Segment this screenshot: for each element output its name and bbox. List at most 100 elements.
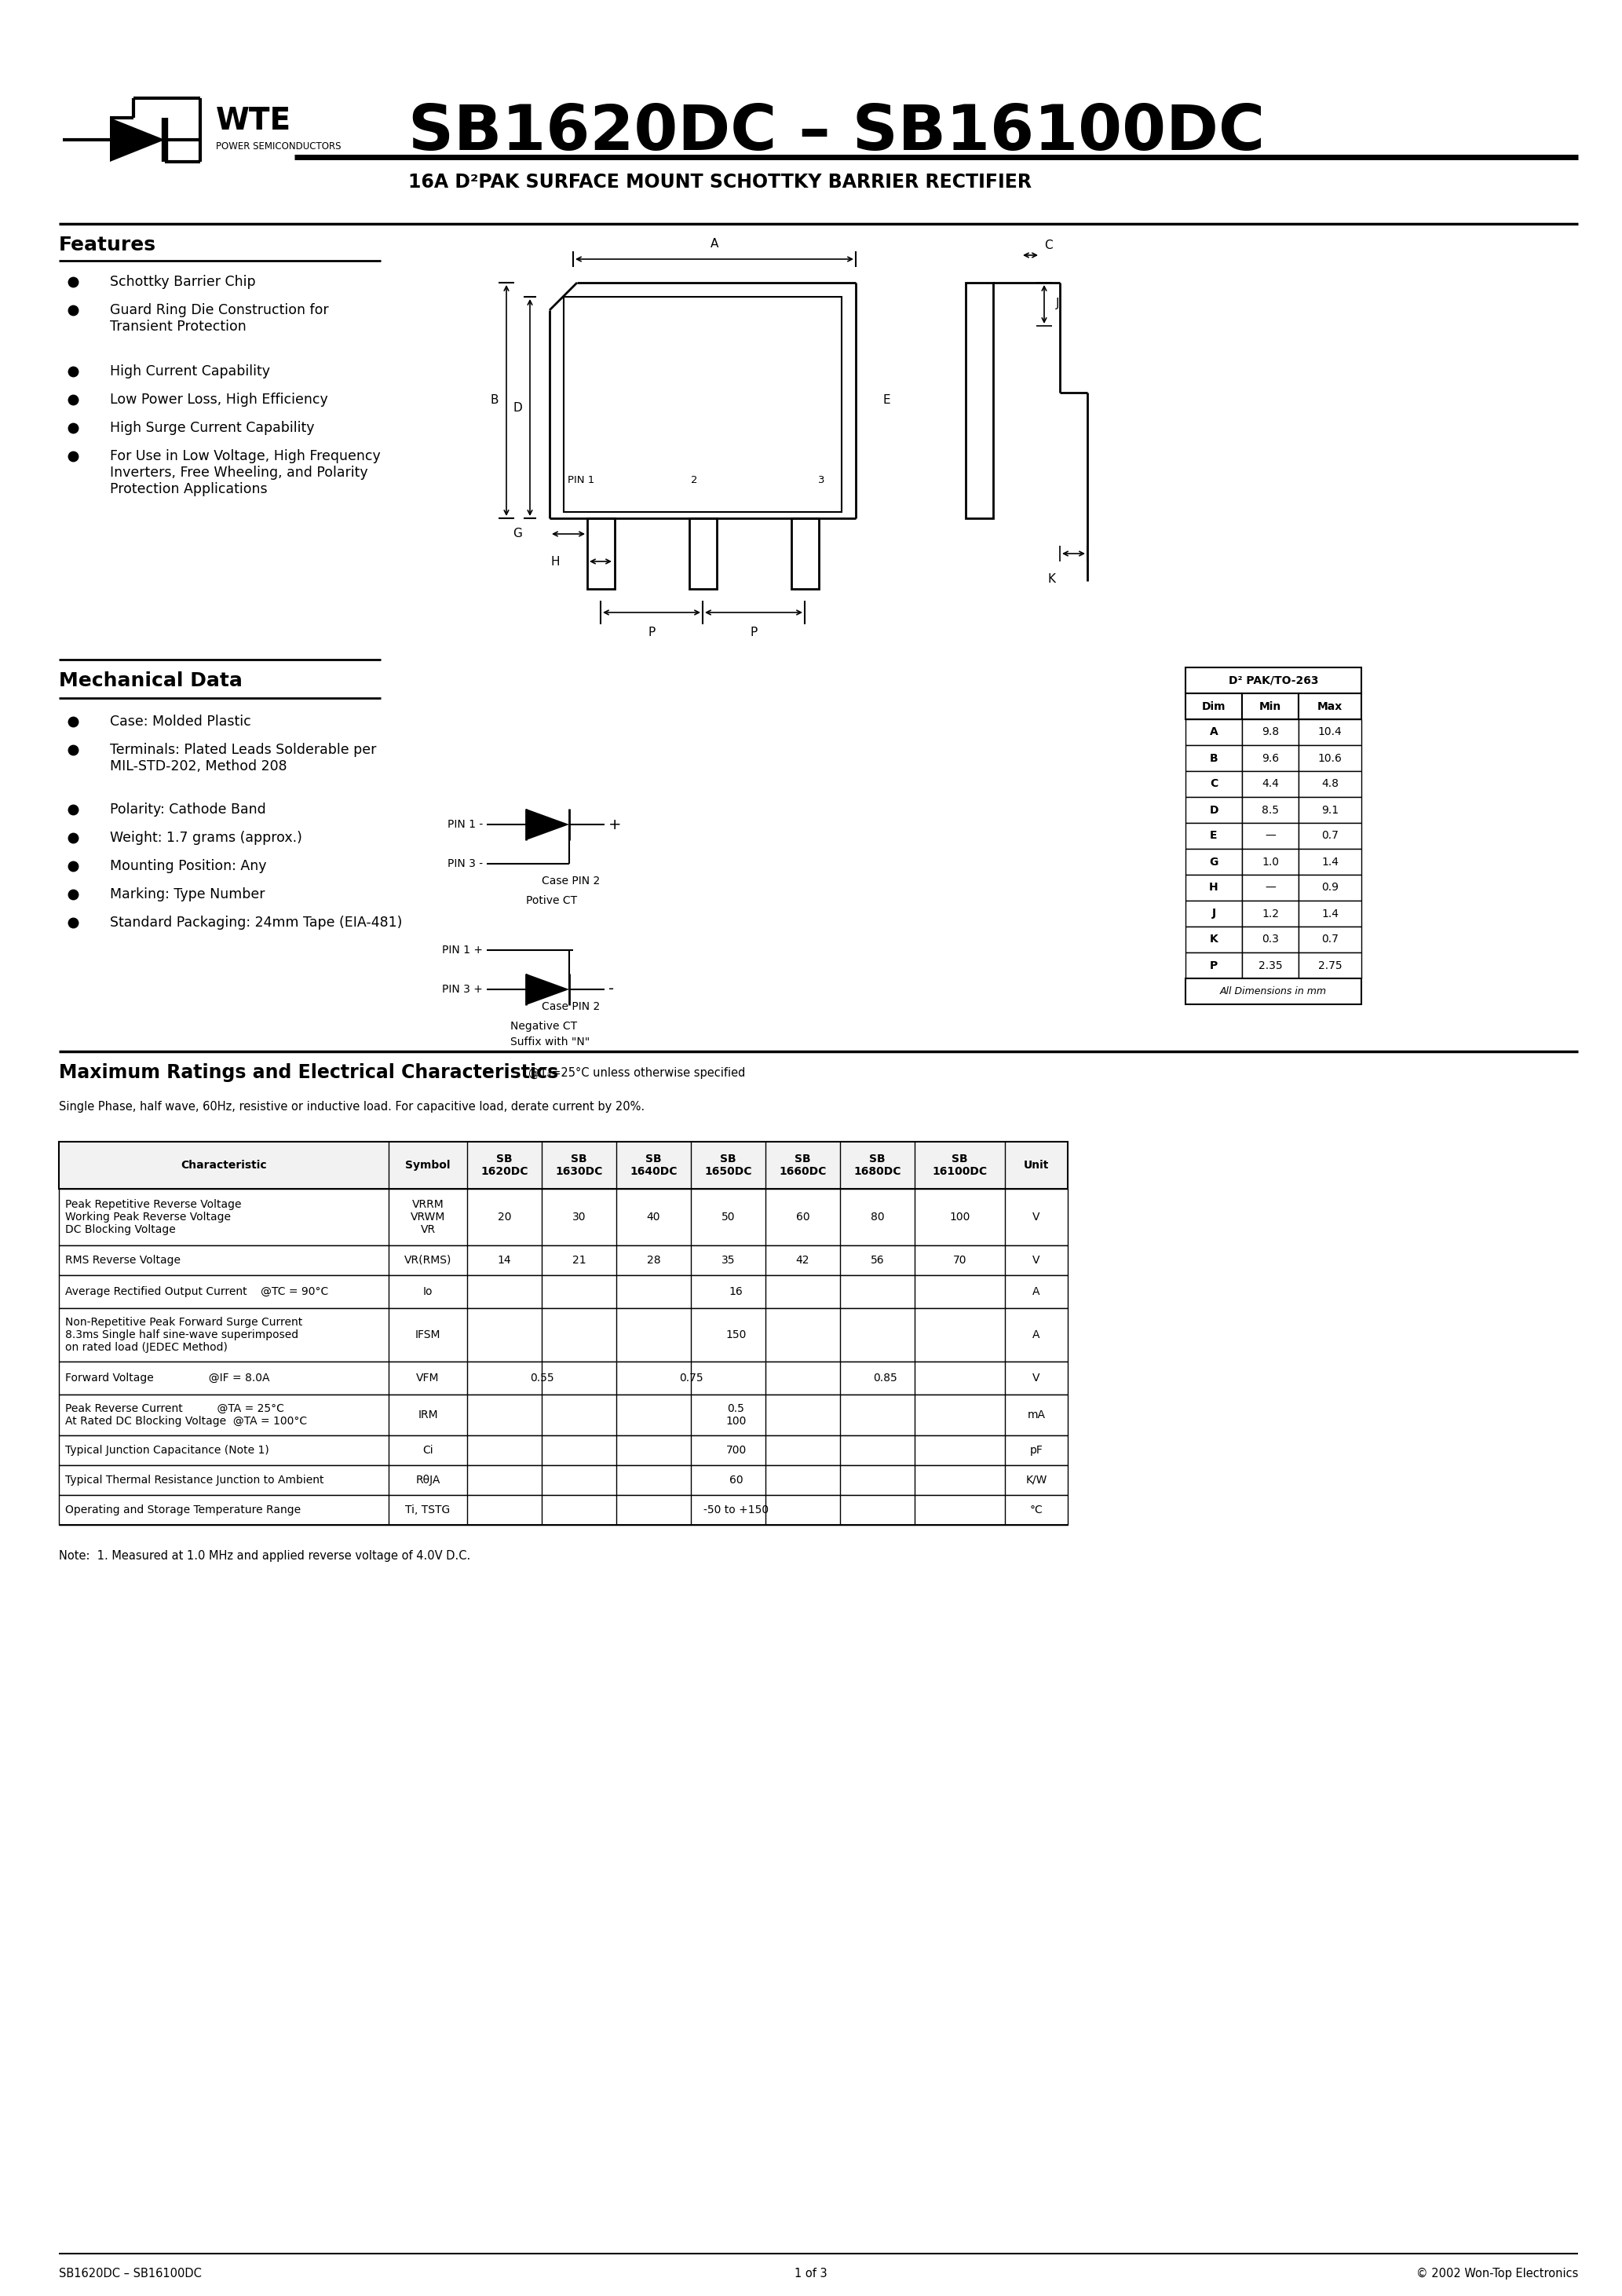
Text: 60: 60 — [796, 1212, 809, 1221]
Text: Forward Voltage                @IF = 8.0A: Forward Voltage @IF = 8.0A — [65, 1373, 269, 1384]
Text: P: P — [1210, 960, 1218, 971]
Text: Typical Thermal Resistance Junction to Ambient: Typical Thermal Resistance Junction to A… — [65, 1474, 324, 1486]
Text: Single Phase, half wave, 60Hz, resistive or inductive load. For capacitive load,: Single Phase, half wave, 60Hz, resistive… — [58, 1100, 644, 1114]
Text: Mounting Position: Any: Mounting Position: Any — [110, 859, 266, 872]
Bar — [1186, 953, 1242, 978]
Text: +: + — [608, 817, 621, 831]
Text: Features: Features — [58, 236, 156, 255]
Text: Average Rectified Output Current    @TC = 90°C: Average Rectified Output Current @TC = 9… — [65, 1286, 328, 1297]
Text: IFSM: IFSM — [415, 1329, 441, 1341]
Bar — [1299, 746, 1361, 771]
Text: J: J — [1056, 298, 1059, 310]
Bar — [1186, 928, 1242, 953]
Text: Peak Repetitive Reverse Voltage
Working Peak Reverse Voltage
DC Blocking Voltage: Peak Repetitive Reverse Voltage Working … — [65, 1199, 242, 1235]
Text: PIN 1 -: PIN 1 - — [448, 820, 483, 829]
Text: 10.6: 10.6 — [1317, 753, 1341, 765]
Text: Ci: Ci — [422, 1444, 433, 1456]
Text: Marking: Type Number: Marking: Type Number — [110, 886, 264, 902]
Text: 1.0: 1.0 — [1262, 856, 1278, 868]
Bar — [1186, 771, 1242, 797]
Text: D: D — [1210, 804, 1218, 815]
Bar — [1242, 822, 1299, 850]
Text: H: H — [551, 556, 560, 567]
Text: 4.4: 4.4 — [1262, 778, 1278, 790]
Text: 8.5: 8.5 — [1262, 804, 1278, 815]
Text: VRRM
VRWM
VR: VRRM VRWM VR — [410, 1199, 446, 1235]
Text: °C: °C — [1030, 1504, 1043, 1515]
Text: mA: mA — [1027, 1410, 1045, 1421]
Bar — [1299, 719, 1361, 746]
Text: 3: 3 — [817, 475, 824, 484]
Bar — [689, 519, 717, 588]
Text: 35: 35 — [722, 1256, 735, 1265]
Bar — [1242, 771, 1299, 797]
Text: -50 to +150: -50 to +150 — [704, 1504, 769, 1515]
Bar — [1299, 797, 1361, 822]
Text: Negative CT: Negative CT — [511, 1022, 577, 1031]
Text: 0.3: 0.3 — [1262, 934, 1278, 946]
Bar — [1186, 668, 1361, 693]
Text: V: V — [1033, 1256, 1040, 1265]
Bar — [58, 1244, 1067, 1274]
Bar — [1186, 797, 1242, 822]
Text: 4.8: 4.8 — [1322, 778, 1338, 790]
Text: 700: 700 — [725, 1444, 746, 1456]
Text: Terminals: Plated Leads Solderable per
MIL-STD-202, Method 208: Terminals: Plated Leads Solderable per M… — [110, 744, 376, 774]
Bar — [792, 519, 819, 588]
Bar — [1242, 797, 1299, 822]
Polygon shape — [526, 974, 569, 1006]
Text: 9.1: 9.1 — [1322, 804, 1338, 815]
Text: B: B — [490, 395, 498, 406]
Text: D: D — [513, 402, 522, 413]
Text: Non-Repetitive Peak Forward Surge Current
8.3ms Single half sine-wave superimpos: Non-Repetitive Peak Forward Surge Curren… — [65, 1316, 302, 1352]
Text: —: — — [1265, 831, 1275, 840]
Text: 56: 56 — [871, 1256, 884, 1265]
Bar — [1186, 693, 1242, 719]
Bar — [1186, 719, 1242, 746]
Bar — [1299, 693, 1361, 719]
Text: V: V — [1033, 1212, 1040, 1221]
Text: J: J — [1212, 909, 1216, 918]
Text: K: K — [1210, 934, 1218, 946]
Text: Standard Packaging: 24mm Tape (EIA-481): Standard Packaging: 24mm Tape (EIA-481) — [110, 916, 402, 930]
Bar — [1299, 953, 1361, 978]
Text: Case PIN 2: Case PIN 2 — [542, 875, 600, 886]
Text: Case: Molded Plastic: Case: Molded Plastic — [110, 714, 251, 728]
Text: E: E — [884, 395, 890, 406]
Bar — [1186, 822, 1242, 850]
Text: © 2002 Won-Top Electronics: © 2002 Won-Top Electronics — [1416, 2268, 1578, 2280]
Bar — [1299, 771, 1361, 797]
Bar — [1242, 900, 1299, 928]
Bar — [965, 282, 993, 519]
Bar — [58, 1495, 1067, 1525]
Text: POWER SEMICONDUCTORS: POWER SEMICONDUCTORS — [216, 142, 341, 152]
Text: 0.55: 0.55 — [530, 1373, 553, 1384]
Text: 2.35: 2.35 — [1259, 960, 1283, 971]
Text: VFM: VFM — [417, 1373, 440, 1384]
Bar — [1186, 746, 1242, 771]
Text: 14: 14 — [498, 1256, 511, 1265]
Text: SB
1680DC: SB 1680DC — [853, 1153, 902, 1178]
Text: SB
1660DC: SB 1660DC — [779, 1153, 827, 1178]
Text: 30: 30 — [573, 1212, 586, 1221]
Bar — [58, 1274, 1067, 1309]
Bar — [1299, 850, 1361, 875]
Text: Polarity: Cathode Band: Polarity: Cathode Band — [110, 804, 266, 817]
Text: 9.6: 9.6 — [1262, 753, 1280, 765]
Text: Guard Ring Die Construction for
Transient Protection: Guard Ring Die Construction for Transien… — [110, 303, 329, 333]
Text: D² PAK/TO-263: D² PAK/TO-263 — [1228, 675, 1319, 687]
Text: 0.7: 0.7 — [1322, 831, 1338, 840]
Text: 1 of 3: 1 of 3 — [795, 2268, 827, 2280]
Text: 21: 21 — [573, 1256, 586, 1265]
Text: 0.5
100: 0.5 100 — [725, 1403, 746, 1426]
Text: P: P — [649, 627, 655, 638]
Text: 150: 150 — [725, 1329, 746, 1341]
Text: All Dimensions in mm: All Dimensions in mm — [1220, 987, 1327, 996]
Text: 28: 28 — [647, 1256, 660, 1265]
Text: Maximum Ratings and Electrical Characteristics: Maximum Ratings and Electrical Character… — [58, 1063, 558, 1081]
Text: Max: Max — [1317, 700, 1343, 712]
Text: C: C — [1210, 778, 1218, 790]
Text: High Surge Current Capability: High Surge Current Capability — [110, 420, 315, 434]
Text: 0.9: 0.9 — [1322, 882, 1338, 893]
Text: SB1620DC – SB16100DC: SB1620DC – SB16100DC — [58, 2268, 201, 2280]
